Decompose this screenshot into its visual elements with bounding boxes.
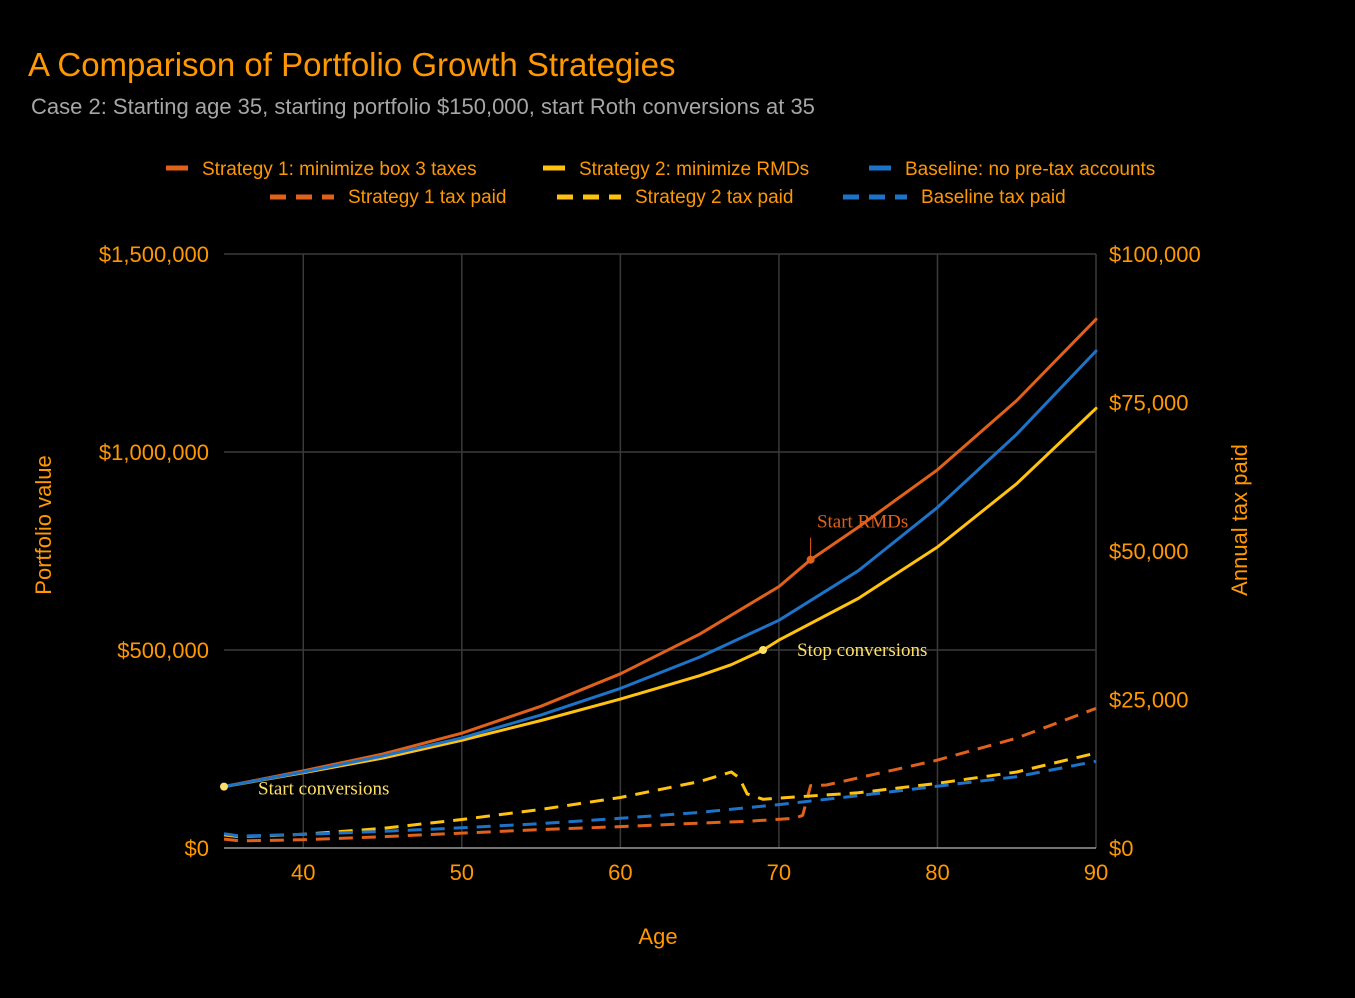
legend-label-baseline-tax: Baseline tax paid <box>921 187 1066 208</box>
x-tick-label: 70 <box>767 860 791 885</box>
series-line-5 <box>223 759 1097 838</box>
legend-label-strategy2: Strategy 2: minimize RMDs <box>579 159 809 180</box>
chart-subtitle: Case 2: Starting age 35, starting portfo… <box>31 94 815 119</box>
legend-label-baseline: Baseline: no pre-tax accounts <box>905 159 1155 180</box>
annotation-marker <box>759 646 768 654</box>
grid <box>224 253 1097 848</box>
y-tick-label: $1,500,000 <box>99 242 209 267</box>
y-tick-label: $0 <box>185 836 209 861</box>
legend-item-strategy2-tax[interactable]: Strategy 2 tax paid <box>557 187 793 208</box>
y2-axis-label: Annual tax paid <box>1227 444 1252 596</box>
series-line-4 <box>223 751 1097 839</box>
x-tick-label: 90 <box>1084 860 1108 885</box>
legend-item-strategy1-tax[interactable]: Strategy 1 tax paid <box>270 187 506 208</box>
legend-item-strategy1[interactable]: Strategy 1: minimize box 3 taxes <box>166 159 477 180</box>
y2-tick-label: $0 <box>1109 836 1133 861</box>
legend-label-strategy1: Strategy 1: minimize box 3 taxes <box>202 159 477 180</box>
series-line-0 <box>222 317 1098 789</box>
legend-item-baseline-tax[interactable]: Baseline tax paid <box>843 187 1066 208</box>
plot-area <box>222 317 1098 843</box>
annotations: Start conversions Stop conversions Start R… <box>220 512 927 800</box>
annotation-label: Start conversions <box>258 779 389 800</box>
y-tick-label: $500,000 <box>117 638 209 663</box>
legend-label-strategy2-tax: Strategy 2 tax paid <box>635 187 793 208</box>
legend-item-baseline[interactable]: Baseline: no pre-tax accounts <box>869 159 1155 180</box>
series-line-1 <box>222 406 1098 789</box>
x-axis-label: Age <box>638 924 677 949</box>
y2-tick-label: $75,000 <box>1109 391 1189 416</box>
legend-item-strategy2[interactable]: Strategy 2: minimize RMDs <box>543 159 809 180</box>
y2-tick-label: $25,000 <box>1109 688 1189 713</box>
series-line-2 <box>222 349 1098 789</box>
chart-title: A Comparison of Portfolio Growth Strateg… <box>28 46 675 83</box>
x-tick-label: 80 <box>925 860 949 885</box>
x-tick-label: 60 <box>608 860 632 885</box>
legend-label-strategy1-tax: Strategy 1 tax paid <box>348 187 506 208</box>
annotation-label: Stop conversions <box>797 640 927 661</box>
y2-tick-label: $50,000 <box>1109 539 1189 564</box>
annotation-label: Start RMDs <box>817 512 908 533</box>
legend: Strategy 1: minimize box 3 taxes Strateg… <box>166 159 1155 208</box>
axes: $0 $500,000 $1,000,000 $1,500,000 $0 $25,000 $… <box>99 242 1201 885</box>
y2-tick-label: $100,000 <box>1109 242 1201 267</box>
y-tick-label: $1,000,000 <box>99 440 209 465</box>
y-axis-label: Portfolio value <box>31 455 56 594</box>
x-tick-label: 40 <box>291 860 315 885</box>
annotation-marker <box>220 782 228 791</box>
x-tick-label: 50 <box>450 860 474 885</box>
